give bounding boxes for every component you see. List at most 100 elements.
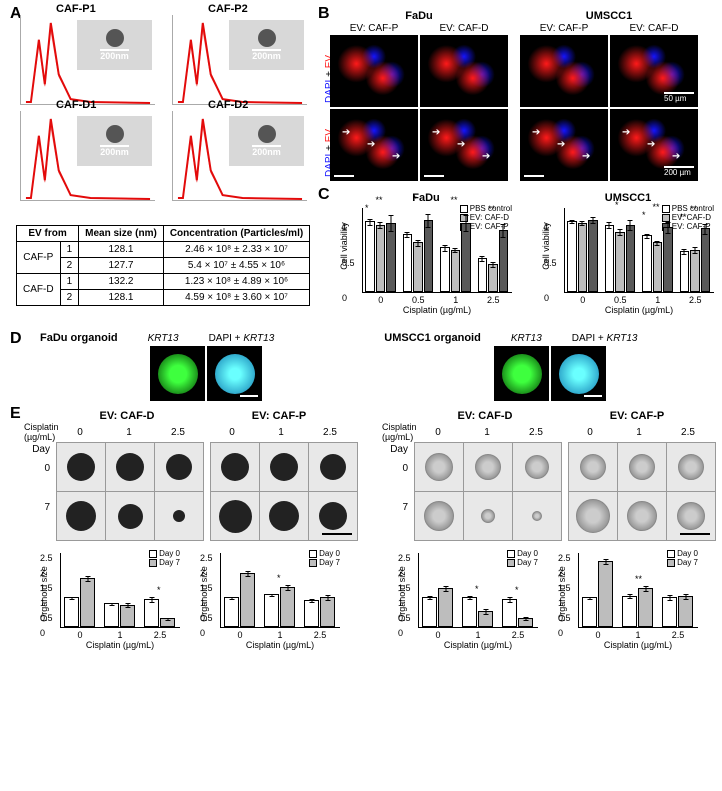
viability-chart: FaDu PBS controlEV: CAF-DEV: CAF-P 00.51…: [340, 192, 512, 315]
arrow-icon: ➔: [557, 139, 565, 150]
nta-title: CAF-D2: [208, 99, 248, 111]
bar: [518, 618, 533, 627]
organoid-image: [569, 492, 617, 540]
organoid-fluor-pair: UMSCC1 organoid KRT13 DAPI + KRT13: [384, 332, 637, 401]
bar: [386, 223, 396, 292]
arrow-icon: ➔: [622, 127, 630, 138]
bar: [80, 578, 95, 628]
bar: [582, 597, 597, 627]
error-bar: [630, 220, 631, 231]
dose-label: 0: [566, 427, 614, 438]
x-tick: 0: [567, 295, 599, 305]
x-tick: 1: [440, 295, 472, 305]
error-bar: [667, 222, 668, 233]
bar: [120, 605, 135, 628]
error-bar: [390, 215, 391, 232]
organoid-title: FaDu organoid: [40, 332, 118, 344]
ev-characterization-table: EV fromMean size (nm)Concentration (Part…: [16, 225, 310, 306]
ev-source-header: EV: CAF-D: [412, 410, 558, 422]
bar: [701, 228, 711, 292]
error-bar: [465, 215, 466, 232]
error-bar: [247, 571, 248, 577]
bar: [588, 220, 598, 292]
arrow-icon: ➔: [392, 151, 400, 162]
x-axis-label: Cisplatin (µg/mL): [578, 640, 698, 650]
ev-particle: [106, 125, 124, 143]
marker-label: KRT13: [511, 333, 542, 344]
significance-mark: *: [642, 210, 646, 220]
error-bar: [428, 214, 429, 228]
x-tick: 0.5: [605, 295, 637, 305]
bar: [499, 230, 509, 292]
y-tick: 2.5: [558, 553, 571, 563]
panel-b-micrographs: FaDu EV: CAF-PEV: CAF-DDAPI + EV DAPI + …: [330, 10, 698, 183]
x-axis: [60, 627, 180, 628]
significance-mark: **: [488, 204, 495, 214]
dose-label: 0: [414, 427, 462, 438]
panel-c-charts: FaDu PBS controlEV: CAF-DEV: CAF-P 00.51…: [340, 192, 714, 315]
significance-mark: **: [635, 574, 642, 584]
error-bar: [87, 576, 88, 582]
x-tick: 1: [642, 295, 674, 305]
organoid-block-1: EV: CAF-DEV: CAF-P Cisplatin(µg/mL)012.5…: [382, 410, 716, 650]
x-tick: 0.5: [403, 295, 435, 305]
significance-mark: *: [277, 573, 281, 583]
panel-a-plots: CAF-P1 200nm CAF-P2 200nm CAF-D1 200nm C…: [20, 15, 310, 201]
panel-d-label: D: [10, 330, 22, 348]
error-bar: [311, 599, 312, 604]
error-bar: [609, 222, 610, 229]
error-bar: [327, 595, 328, 601]
significance-mark: *: [515, 585, 519, 595]
panel-e-label: E: [10, 405, 21, 423]
error-bar: [589, 597, 590, 600]
bar: [240, 573, 255, 627]
scale-bar: [334, 175, 354, 177]
cell-line-label: FaDu: [330, 10, 508, 22]
organoid-merge: [551, 346, 606, 401]
scale-bar: [424, 175, 444, 177]
ev-tem-inset: 200nm: [77, 116, 152, 166]
chart-title: UMSCC1: [542, 192, 714, 204]
error-bar: [287, 585, 288, 591]
x-axis: [564, 292, 714, 293]
fluorescence-image: ➔➔➔200 µm: [610, 109, 698, 181]
dose-label: 0: [208, 427, 256, 438]
y-tick: 0: [558, 628, 563, 638]
error-bar: [380, 222, 381, 229]
arrow-icon: ➔: [532, 127, 540, 138]
fluorescence-image: ➔➔➔: [520, 109, 608, 181]
y-axis-label: Cell viability: [339, 222, 349, 270]
bar: [653, 242, 663, 292]
ev-particle: [258, 29, 276, 47]
error-bar: [167, 618, 168, 621]
bar: [605, 225, 615, 292]
x-tick: 1: [264, 630, 296, 640]
error-bar: [646, 234, 647, 240]
bar: [64, 597, 79, 627]
scale-bar: [240, 395, 258, 397]
x-axis-label: Cisplatin (µg/mL): [220, 640, 340, 650]
organoid-image: [513, 492, 561, 540]
bar: [438, 588, 453, 627]
error-bar: [492, 262, 493, 268]
y-tick: 0: [544, 293, 549, 303]
dose-label: 1: [463, 427, 511, 438]
y-tick: 0: [200, 628, 205, 638]
arrow-icon: ➔: [482, 151, 490, 162]
nta-plot-2: CAF-D1 200nm: [20, 111, 155, 201]
error-bar: [482, 256, 483, 262]
ev-source-header: EV: CAF-P: [206, 410, 352, 422]
fluorescence-image: [330, 35, 418, 107]
scale-bar: 200nm: [252, 49, 281, 61]
arrow-icon: ➔: [672, 151, 680, 162]
error-bar: [407, 232, 408, 238]
error-bar: [684, 249, 685, 255]
x-axis: [578, 627, 698, 628]
significance-mark: *: [413, 194, 417, 204]
organoid-krt13: [494, 346, 549, 401]
organoid-image-grid: [414, 442, 562, 541]
y-tick: 0: [40, 628, 45, 638]
bar: [488, 264, 498, 292]
organoid-size-chart: Day 0Day 7 00.511.522.50 1 2.5 * Organoi…: [38, 551, 180, 650]
organoid-krt13: [150, 346, 205, 401]
